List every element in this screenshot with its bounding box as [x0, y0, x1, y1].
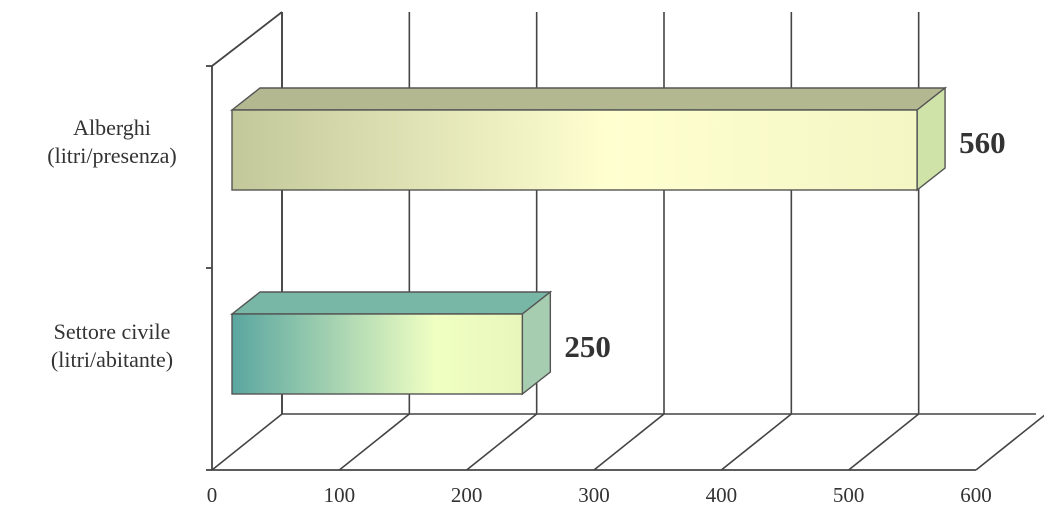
- floor-gridline-0: [211, 413, 283, 471]
- category-label-settore-line-2: (litri/abitante): [51, 347, 173, 372]
- category-label-alberghi-line-2: (litri/presenza): [47, 143, 177, 168]
- bar-alberghi: [229, 86, 948, 192]
- bars: [229, 86, 948, 396]
- axes: [206, 11, 1036, 471]
- bar-settore-top-face: [229, 291, 553, 315]
- x-tick-label-500: 500: [833, 483, 865, 507]
- labels: 0 100 200 300 400 500 600 560 Alberghi (litri/pre…: [47, 115, 1005, 507]
- floor-gridline-500: [848, 413, 920, 471]
- data-label-alberghi: 560: [959, 125, 1006, 160]
- bar-alberghi-top-face: [229, 87, 948, 111]
- category-label-settore-line-1: Settore civile: [54, 319, 171, 344]
- bar-settore: [229, 290, 553, 396]
- floor-gridline-100: [338, 413, 410, 471]
- x-tick-label-0: 0: [207, 483, 218, 507]
- x-tick-label-200: 200: [451, 483, 483, 507]
- bar-settore-front-face: [231, 313, 524, 395]
- floor-gridline-300: [593, 413, 665, 471]
- gridlines: [211, 12, 1044, 471]
- side-wall-top-edge: [211, 11, 283, 67]
- x-tick-label-400: 400: [706, 483, 738, 507]
- bar-alberghi-front-face: [231, 109, 918, 191]
- category-label-alberghi-line-1: Alberghi: [73, 115, 151, 140]
- data-label-settore: 250: [564, 329, 611, 364]
- x-tick-label-600: 600: [960, 483, 992, 507]
- floor-gridline-600: [975, 414, 1044, 471]
- x-tick-label-100: 100: [324, 483, 356, 507]
- floor-gridline-200: [466, 413, 538, 471]
- x-tick-label-300: 300: [578, 483, 610, 507]
- floor-gridline-400: [720, 413, 792, 471]
